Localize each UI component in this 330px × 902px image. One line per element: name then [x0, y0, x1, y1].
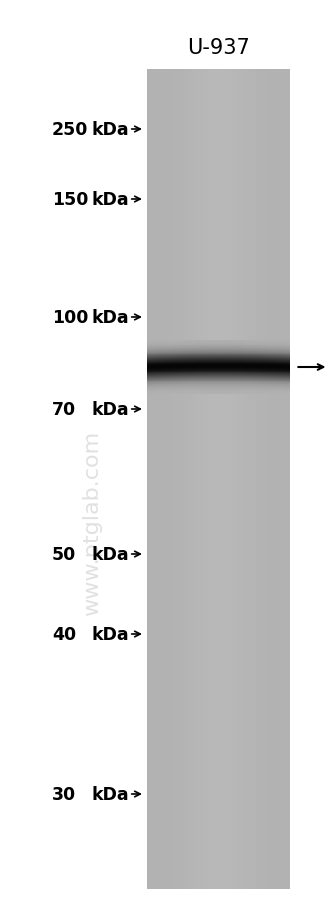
Bar — [229, 70, 231, 889]
Bar — [192, 70, 193, 889]
Text: 70: 70 — [52, 400, 76, 419]
Bar — [148, 70, 150, 889]
Bar — [213, 70, 215, 889]
Bar — [218, 70, 220, 889]
Bar — [280, 70, 281, 889]
Bar — [206, 70, 208, 889]
Bar — [273, 70, 274, 889]
Bar — [147, 70, 290, 889]
Bar — [147, 70, 148, 889]
Bar — [197, 70, 199, 889]
Bar — [228, 70, 229, 889]
Bar — [161, 70, 163, 889]
Bar — [267, 70, 269, 889]
Bar — [195, 70, 197, 889]
Bar — [177, 70, 179, 889]
Bar — [237, 70, 238, 889]
Bar — [242, 70, 244, 889]
Bar — [287, 70, 289, 889]
Text: www.ptglab.com: www.ptglab.com — [82, 430, 102, 616]
Bar — [220, 70, 222, 889]
Bar — [224, 70, 226, 889]
Text: kDa: kDa — [92, 625, 129, 643]
Text: 250: 250 — [52, 121, 88, 139]
Bar — [217, 70, 218, 889]
Text: kDa: kDa — [92, 785, 129, 803]
Bar — [274, 70, 276, 889]
Bar — [152, 70, 154, 889]
Bar — [201, 70, 203, 889]
Bar — [165, 70, 167, 889]
Bar — [246, 70, 248, 889]
Bar — [208, 70, 210, 889]
Bar — [281, 70, 283, 889]
Bar — [249, 70, 251, 889]
Bar — [240, 70, 242, 889]
Bar — [260, 70, 262, 889]
Bar — [222, 70, 224, 889]
Bar — [258, 70, 260, 889]
Text: 100: 100 — [52, 308, 88, 327]
Bar — [203, 70, 204, 889]
Bar — [186, 70, 188, 889]
Text: kDa: kDa — [92, 121, 129, 139]
Bar — [285, 70, 287, 889]
Bar — [172, 70, 174, 889]
Text: 30: 30 — [52, 785, 76, 803]
Bar — [248, 70, 249, 889]
Bar — [235, 70, 237, 889]
Bar — [289, 70, 290, 889]
Bar — [156, 70, 158, 889]
Bar — [238, 70, 240, 889]
Bar — [244, 70, 246, 889]
Text: 50: 50 — [52, 546, 76, 564]
Bar — [215, 70, 217, 889]
Bar — [167, 70, 168, 889]
Bar — [154, 70, 156, 889]
Bar — [150, 70, 152, 889]
Bar — [269, 70, 271, 889]
Bar — [168, 70, 170, 889]
Bar — [251, 70, 253, 889]
Bar — [204, 70, 206, 889]
Bar — [210, 70, 212, 889]
Bar — [226, 70, 228, 889]
Bar — [254, 70, 256, 889]
Bar — [212, 70, 213, 889]
Bar — [193, 70, 195, 889]
Bar — [163, 70, 165, 889]
Text: 40: 40 — [52, 625, 76, 643]
Bar — [262, 70, 263, 889]
Text: kDa: kDa — [92, 400, 129, 419]
Text: U-937: U-937 — [187, 38, 250, 58]
Bar — [158, 70, 159, 889]
Bar — [231, 70, 233, 889]
Text: kDa: kDa — [92, 191, 129, 208]
Bar — [174, 70, 176, 889]
Bar — [179, 70, 181, 889]
Bar — [256, 70, 258, 889]
Text: kDa: kDa — [92, 546, 129, 564]
Bar — [263, 70, 265, 889]
Bar — [271, 70, 273, 889]
Bar — [199, 70, 201, 889]
Bar — [190, 70, 192, 889]
Bar — [159, 70, 161, 889]
Bar — [233, 70, 235, 889]
Text: kDa: kDa — [92, 308, 129, 327]
Text: 150: 150 — [52, 191, 88, 208]
Bar — [184, 70, 186, 889]
Bar — [188, 70, 190, 889]
Bar — [183, 70, 184, 889]
Bar — [253, 70, 254, 889]
Bar — [170, 70, 172, 889]
Bar — [176, 70, 177, 889]
Bar — [265, 70, 267, 889]
Bar — [276, 70, 278, 889]
Bar — [278, 70, 280, 889]
Bar — [181, 70, 183, 889]
Bar — [283, 70, 285, 889]
